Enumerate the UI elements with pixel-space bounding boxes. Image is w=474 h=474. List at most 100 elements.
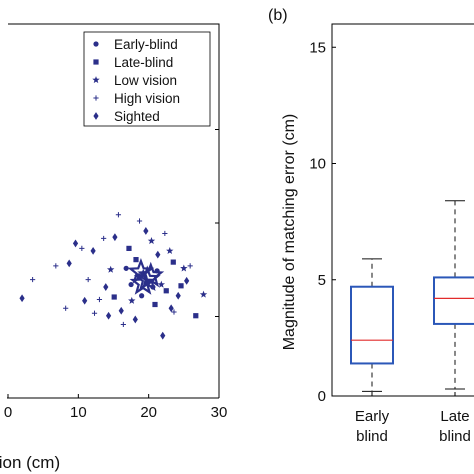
data-point-diamond [168, 304, 174, 313]
data-point-dot [139, 293, 145, 299]
diamond-marker [175, 291, 181, 300]
x-tick-label: Late [440, 408, 469, 425]
data-point-plus [101, 235, 107, 242]
square-marker [152, 301, 158, 308]
dot-marker [123, 265, 129, 271]
plus-marker [85, 276, 91, 283]
data-point-diamond [82, 296, 88, 305]
data-point-plus [162, 230, 168, 237]
star-marker [166, 246, 174, 255]
iqr-box [433, 276, 474, 325]
legend-marker [93, 59, 99, 65]
data-point-diamond [143, 227, 149, 235]
legend-marker [93, 112, 99, 120]
plus-marker [79, 245, 85, 251]
scatter-axes: 0 10 20 30 [4, 23, 227, 421]
legend-item: Early-blind [93, 37, 178, 52]
data-point-diamond [103, 283, 109, 291]
data-point-diamond [175, 291, 181, 300]
star-marker [180, 264, 188, 272]
x-axis-label: tion (cm) [0, 453, 60, 472]
plus-marker [187, 263, 193, 269]
diamond-marker [143, 227, 149, 235]
x-tick-label: 20 [140, 404, 157, 421]
data-point-square [163, 288, 169, 294]
dot-marker [139, 293, 145, 299]
legend-label: Early-blind [114, 37, 178, 52]
legend-marker [93, 41, 99, 47]
data-point-diamond [112, 233, 118, 242]
data-point-dot [123, 265, 129, 271]
legend-item: Late-blind [93, 55, 173, 70]
boxplot-axes: 0 5 10 15 Early blind Late blind [309, 23, 474, 445]
diamond-marker [132, 315, 138, 324]
y-axis-label: Magnitude of matching error (cm) [281, 114, 298, 351]
data-point-plus [30, 276, 36, 283]
legend-marker [93, 95, 99, 101]
legend-box [83, 31, 211, 127]
plus-marker [96, 296, 103, 303]
data-point-dot [128, 281, 134, 288]
data-point-diamond [184, 276, 190, 285]
diamond-marker [118, 306, 124, 315]
data-point-plus [96, 296, 103, 303]
diamond-marker [93, 112, 99, 120]
legend: Early-blind Late-blind Low vision High visi… [83, 31, 211, 127]
box-2 [433, 200, 474, 390]
data-point-star [157, 280, 166, 288]
legend-item: Sighted [93, 109, 160, 124]
data-point-diamond [160, 331, 166, 340]
iqr-box [350, 285, 394, 365]
x-tick-label: 10 [70, 404, 87, 421]
data-point-diamond [72, 239, 79, 248]
square-marker [111, 294, 117, 300]
x-tick-label: blind [439, 428, 471, 445]
plus-marker [30, 276, 36, 283]
boxplot-boxes [350, 200, 474, 392]
dot-marker [128, 281, 134, 288]
square-marker [126, 245, 132, 251]
plus-marker [136, 218, 143, 224]
axis-frame [331, 23, 474, 397]
legend-label: Late-blind [114, 55, 173, 70]
square-marker [93, 59, 99, 65]
data-point-diamond [118, 306, 124, 315]
square-marker [178, 283, 184, 289]
axis-frame [8, 23, 220, 398]
data-point-plus [120, 321, 126, 328]
plus-marker [115, 212, 122, 218]
data-point-square [133, 257, 139, 263]
diamond-marker [66, 259, 72, 268]
data-point-star [106, 265, 115, 273]
centroid-star [137, 261, 165, 288]
legend-marker [92, 76, 100, 84]
y-tick-label: 5 [318, 272, 326, 289]
diamond-marker [168, 304, 174, 313]
x-tick-label: blind [356, 428, 388, 445]
star-marker [157, 280, 166, 288]
x-tick-label: Early [355, 408, 390, 425]
data-point-square [111, 294, 117, 300]
legend-label: Sighted [114, 109, 160, 124]
boxplot-panel: (b) 0 5 10 15 Early blind Late blind Magnitude … [268, 7, 474, 445]
dot-marker [93, 41, 99, 47]
plus-marker [101, 235, 107, 242]
data-point-plus [187, 263, 193, 269]
scatter-points [19, 212, 208, 340]
centroid-star [127, 257, 155, 284]
data-point-star [128, 296, 136, 304]
legend-item: High vision [93, 91, 180, 106]
legend-label: Low vision [114, 73, 177, 88]
centroid-marker [127, 257, 155, 284]
y-tick-label: 10 [309, 156, 326, 173]
square-marker [170, 259, 176, 265]
data-point-square [170, 259, 176, 265]
data-point-diamond [19, 294, 25, 303]
diamond-marker [105, 311, 112, 320]
diamond-marker [90, 246, 96, 255]
y-tick-label: 15 [309, 39, 326, 56]
data-point-square [193, 313, 199, 319]
data-point-plus [115, 212, 122, 218]
square-marker [193, 313, 199, 319]
panel-label: (b) [268, 7, 288, 24]
